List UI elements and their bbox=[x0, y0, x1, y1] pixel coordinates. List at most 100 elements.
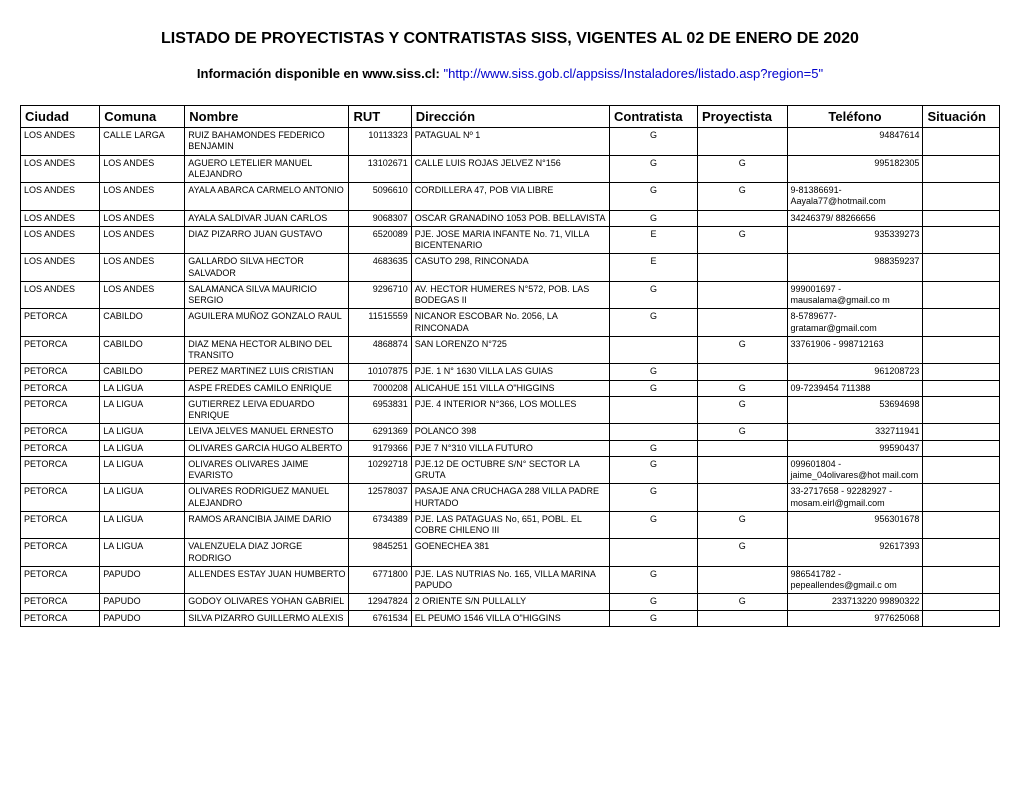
table-cell: 94847614 bbox=[787, 128, 923, 156]
table-cell: G bbox=[610, 566, 698, 594]
table-row: PETORCALA LIGUARAMOS ARANCIBIA JAIME DAR… bbox=[21, 511, 1000, 539]
subtitle-row: Información disponible en www.siss.cl: "… bbox=[20, 66, 1000, 81]
table-cell: 935339273 bbox=[787, 226, 923, 254]
table-cell bbox=[697, 440, 787, 456]
table-cell: 9068307 bbox=[349, 210, 411, 226]
table-cell: GUTIERREZ LEIVA EDUARDO ENRIQUE bbox=[185, 396, 349, 424]
table-cell bbox=[923, 484, 1000, 512]
table-cell: PETORCA bbox=[21, 594, 100, 610]
table-row: PETORCALA LIGUAVALENZUELA DIAZ JORGE ROD… bbox=[21, 539, 1000, 567]
table-cell: 12578037 bbox=[349, 484, 411, 512]
table-cell: G bbox=[610, 440, 698, 456]
table-cell bbox=[923, 594, 1000, 610]
table-cell bbox=[923, 511, 1000, 539]
table-cell: G bbox=[610, 128, 698, 156]
table-cell: G bbox=[610, 309, 698, 337]
table-cell: PETORCA bbox=[21, 309, 100, 337]
table-cell: PETORCA bbox=[21, 364, 100, 380]
table-cell: OLIVARES OLIVARES JAIME EVARISTO bbox=[185, 456, 349, 484]
table-cell: 6761534 bbox=[349, 610, 411, 626]
table-cell: PJE. LAS PATAGUAS No, 651, POBL. EL COBR… bbox=[411, 511, 609, 539]
table-cell: OLIVARES GARCIA HUGO ALBERTO bbox=[185, 440, 349, 456]
table-cell bbox=[923, 610, 1000, 626]
table-cell: GALLARDO SILVA HECTOR SALVADOR bbox=[185, 254, 349, 282]
table-cell: G bbox=[610, 610, 698, 626]
table-cell: PETORCA bbox=[21, 440, 100, 456]
table-cell: PAPUDO bbox=[100, 566, 185, 594]
table-cell: LOS ANDES bbox=[100, 155, 185, 183]
table-cell bbox=[610, 336, 698, 364]
table-cell: LA LIGUA bbox=[100, 440, 185, 456]
table-cell bbox=[610, 396, 698, 424]
table-cell: 34246379/ 88266656 bbox=[787, 210, 923, 226]
table-cell: PASAJE ANA CRUCHAGA 288 VILLA PADRE HURT… bbox=[411, 484, 609, 512]
table-cell: AYALA ABARCA CARMELO ANTONIO bbox=[185, 183, 349, 211]
table-cell: 9845251 bbox=[349, 539, 411, 567]
table-cell: PJE. 4 INTERIOR N°366, LOS MOLLES bbox=[411, 396, 609, 424]
table-cell: LOS ANDES bbox=[21, 254, 100, 282]
table-cell: LA LIGUA bbox=[100, 424, 185, 440]
table-cell bbox=[610, 539, 698, 567]
table-cell: G bbox=[697, 226, 787, 254]
table-cell: 6291369 bbox=[349, 424, 411, 440]
table-cell: CABILDO bbox=[100, 336, 185, 364]
table-cell: CALLE LARGA bbox=[100, 128, 185, 156]
table-row: PETORCAPAPUDOSILVA PIZARRO GUILLERMO ALE… bbox=[21, 610, 1000, 626]
table-cell: LOS ANDES bbox=[100, 281, 185, 309]
column-header: Ciudad bbox=[21, 106, 100, 128]
table-cell: PETORCA bbox=[21, 511, 100, 539]
table-row: PETORCAPAPUDOGODOY OLIVARES YOHAN GABRIE… bbox=[21, 594, 1000, 610]
table-cell bbox=[697, 281, 787, 309]
table-cell: SILVA PIZARRO GUILLERMO ALEXIS bbox=[185, 610, 349, 626]
subtitle-link: "http://www.siss.gob.cl/appsiss/Instalad… bbox=[443, 66, 823, 81]
table-cell: G bbox=[697, 183, 787, 211]
table-cell: G bbox=[697, 539, 787, 567]
table-cell bbox=[923, 254, 1000, 282]
table-cell bbox=[923, 424, 1000, 440]
table-cell bbox=[923, 128, 1000, 156]
table-row: LOS ANDESLOS ANDESDIAZ PIZARRO JUAN GUST… bbox=[21, 226, 1000, 254]
table-cell: E bbox=[610, 254, 698, 282]
column-header: Nombre bbox=[185, 106, 349, 128]
table-cell: POLANCO 398 bbox=[411, 424, 609, 440]
table-cell: G bbox=[610, 511, 698, 539]
table-cell bbox=[923, 566, 1000, 594]
table-cell: 09-7239454 711388 bbox=[787, 380, 923, 396]
table-cell: PJE.12 DE OCTUBRE S/N° SECTOR LA GRUTA bbox=[411, 456, 609, 484]
table-cell: RUIZ BAHAMONDES FEDERICO BENJAMIN bbox=[185, 128, 349, 156]
table-cell: 10292718 bbox=[349, 456, 411, 484]
table-cell: 6771800 bbox=[349, 566, 411, 594]
table-cell: 10107875 bbox=[349, 364, 411, 380]
table-cell: G bbox=[610, 380, 698, 396]
table-row: PETORCACABILDOPEREZ MARTINEZ LUIS CRISTI… bbox=[21, 364, 1000, 380]
table-cell: PAPUDO bbox=[100, 594, 185, 610]
table-cell: LA LIGUA bbox=[100, 396, 185, 424]
table-cell: PETORCA bbox=[21, 566, 100, 594]
table-cell: ASPE FREDES CAMILO ENRIQUE bbox=[185, 380, 349, 396]
table-cell bbox=[923, 309, 1000, 337]
table-row: PETORCACABILDODIAZ MENA HECTOR ALBINO DE… bbox=[21, 336, 1000, 364]
table-cell: LA LIGUA bbox=[100, 484, 185, 512]
table-row: PETORCACABILDOAGUILERA MUÑOZ GONZALO RAU… bbox=[21, 309, 1000, 337]
table-header-row: CiudadComunaNombreRUTDirecciónContratist… bbox=[21, 106, 1000, 128]
table-cell: OLIVARES RODRIGUEZ MANUEL ALEJANDRO bbox=[185, 484, 349, 512]
table-cell bbox=[923, 440, 1000, 456]
table-cell: PJE 7 N°310 VILLA FUTURO bbox=[411, 440, 609, 456]
table-cell: 961208723 bbox=[787, 364, 923, 380]
table-cell: 5096610 bbox=[349, 183, 411, 211]
table-cell: PETORCA bbox=[21, 610, 100, 626]
data-table: CiudadComunaNombreRUTDirecciónContratist… bbox=[20, 105, 1000, 627]
table-cell: 7000208 bbox=[349, 380, 411, 396]
table-cell bbox=[923, 539, 1000, 567]
column-header: Comuna bbox=[100, 106, 185, 128]
table-cell: PETORCA bbox=[21, 336, 100, 364]
table-cell: CASUTO 298, RINCONADA bbox=[411, 254, 609, 282]
table-cell bbox=[923, 380, 1000, 396]
table-cell bbox=[923, 396, 1000, 424]
table-cell: LOS ANDES bbox=[21, 128, 100, 156]
table-cell: PETORCA bbox=[21, 456, 100, 484]
table-cell bbox=[697, 210, 787, 226]
table-cell: LOS ANDES bbox=[21, 183, 100, 211]
table-cell: LOS ANDES bbox=[21, 210, 100, 226]
table-cell: PETORCA bbox=[21, 396, 100, 424]
